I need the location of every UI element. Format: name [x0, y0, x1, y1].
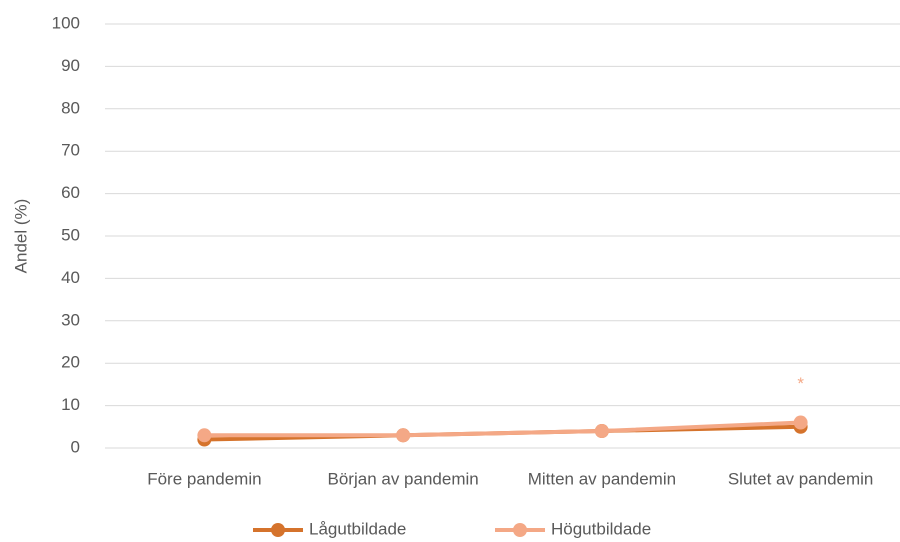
y-tick-label: 40 — [61, 268, 80, 287]
y-tick-label: 0 — [71, 437, 80, 456]
point — [396, 428, 411, 443]
line — [202, 420, 803, 438]
legend-marker — [271, 523, 285, 537]
y-tick-label: 90 — [61, 56, 80, 75]
y-tick-label: 60 — [61, 183, 80, 202]
legend-marker — [513, 523, 527, 537]
point — [793, 415, 808, 430]
y-tick-label: 30 — [61, 310, 80, 329]
x-tick-label: Början av pandemin — [328, 469, 479, 488]
y-tick-label: 10 — [61, 395, 80, 414]
x-tick-label: Slutet av pandemin — [728, 469, 874, 488]
x-tick-label: Före pandemin — [147, 469, 261, 488]
x-tick-label: Mitten av pandemin — [528, 469, 676, 488]
legend-label: Lågutbildade — [309, 519, 406, 538]
point — [197, 428, 212, 443]
annotation: * — [797, 374, 804, 393]
legend-label: Högutbildade — [551, 519, 651, 538]
y-tick-label: 80 — [61, 98, 80, 117]
point — [594, 424, 609, 439]
y-tick-label: 20 — [61, 353, 80, 372]
y-tick-label: 100 — [52, 13, 80, 32]
y-tick-label: 50 — [61, 225, 80, 244]
y-tick-label: 70 — [61, 141, 80, 160]
y-axis-title: Andel (%) — [11, 199, 30, 274]
